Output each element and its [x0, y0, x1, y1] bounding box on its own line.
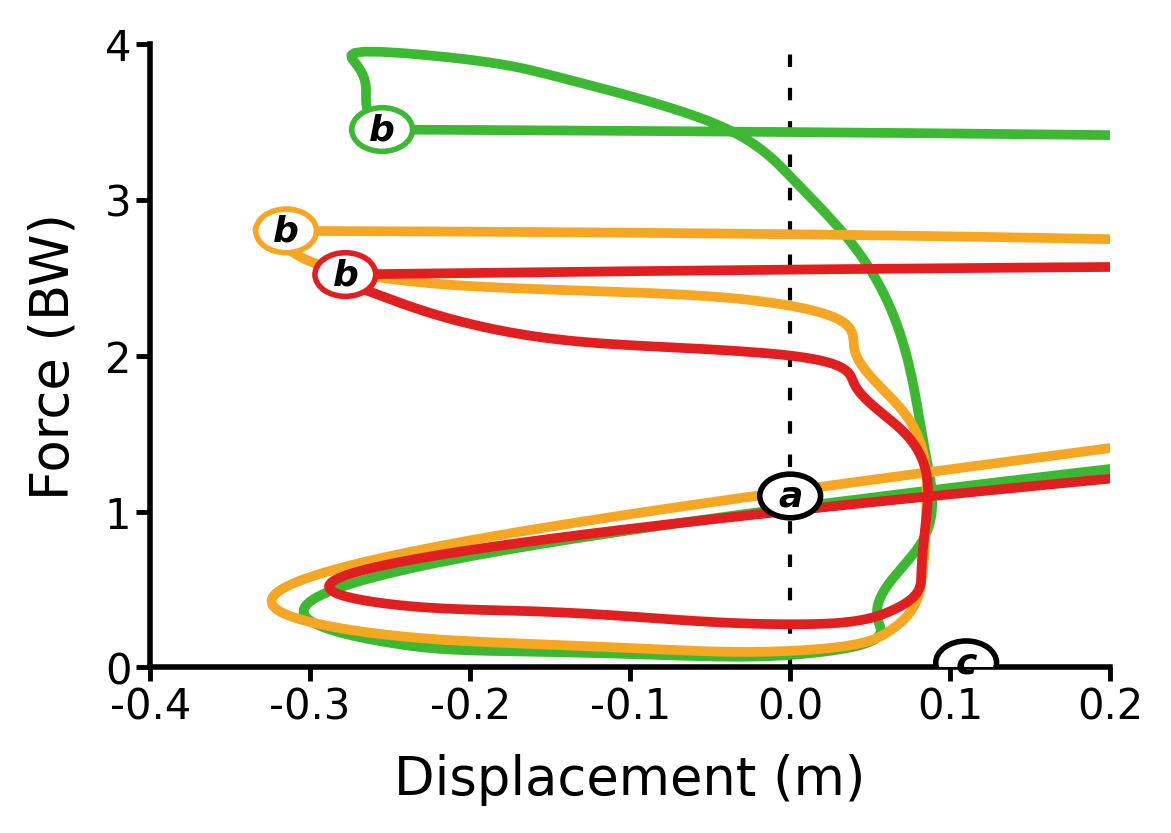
- Ellipse shape: [936, 641, 997, 685]
- X-axis label: Displacement (m): Displacement (m): [395, 753, 865, 806]
- Ellipse shape: [760, 474, 821, 518]
- Text: a: a: [778, 479, 802, 513]
- Text: c: c: [956, 646, 977, 680]
- Ellipse shape: [315, 253, 376, 297]
- Ellipse shape: [351, 108, 412, 152]
- Text: b: b: [369, 113, 395, 147]
- Text: b: b: [333, 258, 358, 292]
- Text: b: b: [273, 214, 299, 248]
- Y-axis label: Force (BW): Force (BW): [28, 212, 80, 499]
- Ellipse shape: [255, 209, 316, 253]
